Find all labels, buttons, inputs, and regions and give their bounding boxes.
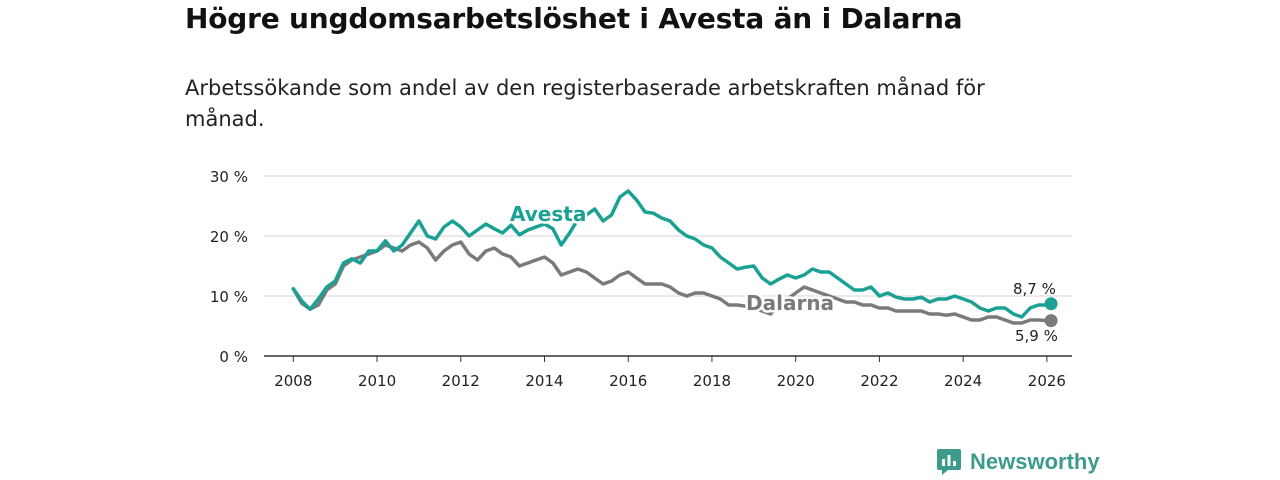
- avesta-end-value-label: 8,7 %: [1013, 280, 1056, 298]
- grid-lines: [264, 175, 1072, 357]
- y-tick-label: 20 %: [210, 228, 248, 246]
- avesta-series-label: Avesta: [510, 202, 586, 226]
- x-tick-label: 2008: [274, 372, 312, 390]
- x-tick-label: 2016: [609, 372, 647, 390]
- dalarna-line: [291, 240, 1053, 325]
- x-tick-label: 2024: [944, 372, 982, 390]
- newsworthy-brand: Newsworthy: [936, 448, 1100, 476]
- avesta-end-point: [1044, 297, 1058, 311]
- y-axis: 0 % 10 % 20 % 30 %: [210, 168, 248, 366]
- x-tick-label: 2026: [1028, 372, 1066, 390]
- chart-subtitle: Arbetssökande som andel av den registerb…: [185, 76, 985, 131]
- avesta-line: [291, 189, 1053, 319]
- x-tick-label: 2018: [693, 372, 731, 390]
- x-tick-label: 2022: [860, 372, 898, 390]
- chart-title: Högre ungdomsarbetslöshet i Avesta än i …: [185, 2, 963, 35]
- x-tick-label: 2010: [358, 372, 396, 390]
- dalarna-end-value-label: 5,9 %: [1015, 327, 1058, 345]
- newsworthy-logo-icon: [937, 449, 961, 475]
- line-chart: 0 % 10 % 20 % 30 % 2008 2010 2012 2014 2016 2018…: [210, 168, 1072, 390]
- y-tick-label: 0 %: [219, 348, 248, 366]
- dalarna-series-label: Dalarna: [746, 291, 834, 315]
- series-lines: [291, 189, 1058, 328]
- y-tick-label: 30 %: [210, 168, 248, 186]
- brand-name: Newsworthy: [970, 449, 1100, 474]
- x-tick-label: 2020: [777, 372, 815, 390]
- series-labels: Avesta Dalarna 8,7 % 5,9 %: [508, 200, 1058, 346]
- y-tick-label: 10 %: [210, 288, 248, 306]
- x-tick-label: 2012: [442, 372, 480, 390]
- dalarna-end-point: [1044, 314, 1058, 328]
- x-tick-label: 2014: [525, 372, 563, 390]
- x-axis: 2008 2010 2012 2014 2016 2018 2020 2022 2024 2026: [274, 356, 1066, 390]
